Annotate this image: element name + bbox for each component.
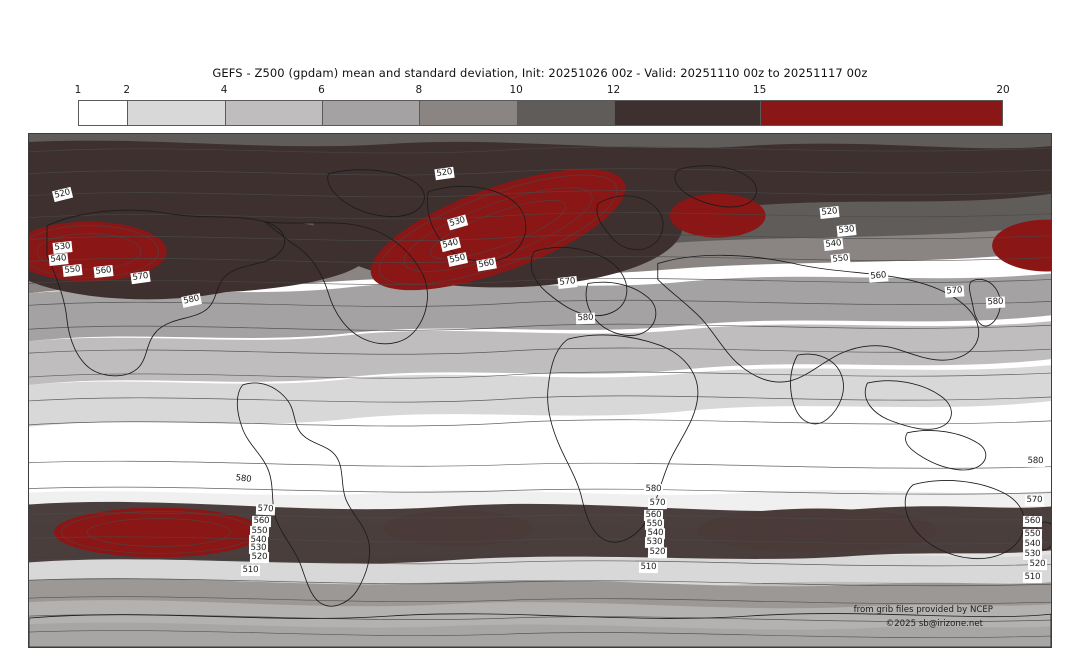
- contour-label-550: 550: [62, 264, 83, 277]
- colorbar-segments: [78, 100, 1003, 126]
- colorbar-segment-6-8: [323, 101, 421, 125]
- colorbar-tick-15: 15: [752, 84, 767, 96]
- colorbar-segment-8-10: [420, 101, 518, 125]
- colorbar-tick-20: 20: [996, 84, 1010, 96]
- contour-label-520: 520: [1027, 558, 1047, 570]
- colorbar-tick-1: 1: [74, 84, 82, 96]
- contour-label-540: 540: [48, 253, 69, 266]
- contour-label-580: 580: [233, 473, 254, 486]
- contour-label-510: 510: [1022, 571, 1042, 583]
- contour-label-510: 510: [638, 561, 658, 573]
- colorbar-tick-2: 2: [123, 84, 131, 96]
- colorbar-segment-1-2: [79, 101, 129, 125]
- colorbar-segment-2-4: [128, 101, 226, 125]
- colorbar-tick-8: 8: [415, 84, 423, 96]
- colorbar-tick-axis: 1 2 4 6 8 10 12 15 20: [74, 84, 1010, 98]
- contour-label-580: 580: [643, 483, 663, 495]
- colorbar-tick-6: 6: [318, 84, 325, 96]
- contour-label-530: 530: [52, 241, 73, 254]
- contour-label-550: 550: [830, 253, 851, 266]
- map-plot-area: 520 530 540 550 560 570 580 520 530 540 550 560 570 5…: [28, 133, 1052, 648]
- colorbar-tick-4: 4: [220, 84, 228, 96]
- colorbar-tick-12: 12: [606, 84, 621, 96]
- colorbar-tick-10: 10: [509, 84, 523, 96]
- contour-label-560: 560: [1022, 515, 1042, 527]
- colorbar: [78, 100, 1003, 126]
- contour-label-570: 570: [255, 503, 275, 515]
- contour-label-570: 570: [647, 497, 667, 509]
- contour-label-520: 520: [819, 206, 840, 219]
- contour-label-580: 580: [985, 296, 1006, 309]
- colorbar-segment-4-6: [225, 101, 324, 125]
- contour-label-580: 580: [1025, 455, 1045, 467]
- contour-label-530: 530: [836, 224, 857, 237]
- contour-label-570: 570: [944, 285, 965, 298]
- contour-label-560: 560: [93, 265, 114, 278]
- attribution-source: from grib files provided by NCEP: [853, 605, 993, 615]
- contour-label-540: 540: [823, 238, 844, 251]
- attribution-copyright: ©2025 sb@irizone.net: [885, 619, 983, 629]
- contour-label-510: 510: [240, 564, 260, 576]
- colorbar-segment-15-20: [760, 101, 1002, 125]
- contour-label-570: 570: [1024, 494, 1044, 506]
- contour-label-520: 520: [249, 551, 269, 563]
- page-title: GEFS - Z500 (gpdam) mean and standard de…: [212, 66, 868, 80]
- contour-label-520: 520: [647, 546, 667, 558]
- colorbar-segment-12-15: [615, 101, 761, 125]
- contour-label-580: 580: [575, 312, 595, 324]
- colorbar-segment-10-12: [517, 101, 616, 125]
- contour-label-570: 570: [557, 276, 578, 289]
- map-raster: [29, 134, 1051, 647]
- contour-label-560: 560: [868, 270, 889, 283]
